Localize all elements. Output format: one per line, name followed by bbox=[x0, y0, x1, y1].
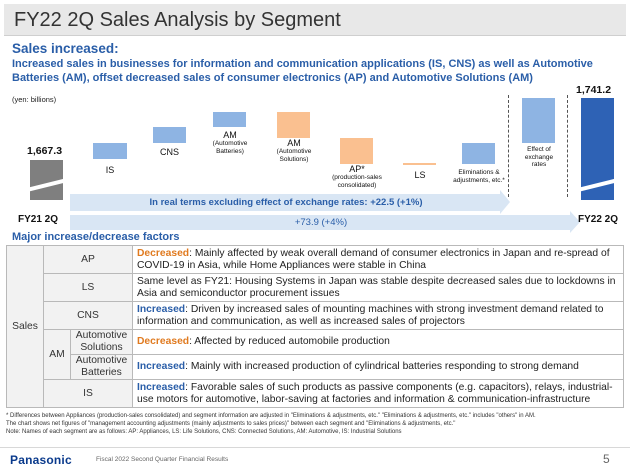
end-period-label: FY22 2Q bbox=[578, 214, 619, 225]
step-label-ap: AP* (production-sales consolidated) bbox=[332, 164, 382, 189]
description-text: Same level as FY21: Housing Systems in J… bbox=[137, 275, 616, 299]
step-bar-exchange bbox=[522, 98, 555, 143]
real-terms-text: In real terms excluding effect of exchan… bbox=[149, 197, 423, 208]
description-cell: Increased: Driven by increased sales of … bbox=[132, 301, 624, 330]
start-value: 1,667.3 bbox=[27, 145, 63, 157]
table-row: Automotive Batteries Increased: Mainly w… bbox=[7, 354, 624, 380]
table-row: IS Increased: Favorable sales of such pr… bbox=[7, 379, 624, 408]
description-cell: Decreased: Mainly affected by weak overa… bbox=[132, 245, 624, 274]
step-label-eliminations: Eliminations & adjustments, etc.* bbox=[453, 169, 505, 184]
end-value: 1,741.2 bbox=[576, 84, 612, 96]
factors-heading: Major increase/decrease factors bbox=[12, 231, 180, 243]
segment-cell: Automotive Batteries bbox=[70, 354, 133, 380]
slide-title: FY22 2Q Sales Analysis by Segment bbox=[14, 9, 341, 31]
total-change-arrow-head bbox=[570, 211, 580, 233]
footer-text: Fiscal 2022 Second Quarter Financial Res… bbox=[96, 456, 229, 463]
group-label: Sales bbox=[6, 245, 44, 408]
description-text: : Favorable sales of such products as pa… bbox=[137, 381, 613, 405]
segment-cell: AP bbox=[43, 245, 133, 274]
keyword: Increased bbox=[137, 303, 186, 315]
unit-label: (yen: billions) bbox=[12, 95, 57, 104]
total-change-text: +73.9 (+4%) bbox=[294, 217, 348, 228]
description-text: : Driven by increased sales of mounting … bbox=[137, 303, 604, 327]
footnote: Note: Names of each segment are as follo… bbox=[6, 429, 402, 435]
footnote: The chart shows net figures of "manageme… bbox=[6, 421, 456, 427]
step-label-am-solutions: AM (Automotive Solutions) bbox=[276, 138, 312, 163]
description-text: : Mainly affected by weak overall demand… bbox=[137, 247, 610, 271]
page-number: 5 bbox=[603, 452, 610, 466]
step-label-is: IS bbox=[105, 165, 115, 175]
real-terms-arrow bbox=[70, 194, 502, 211]
real-terms-arrow-head bbox=[500, 190, 510, 214]
segment-cell: CNS bbox=[43, 301, 133, 330]
step-label-am-batteries: AM (Automotive Batteries) bbox=[212, 130, 248, 155]
keyword: Decreased bbox=[137, 247, 190, 259]
description-text: : Mainly with increased production of cy… bbox=[185, 361, 579, 372]
step-label-cns: CNS bbox=[159, 147, 179, 157]
factors-table: Sales AP Decreased: Mainly affected by w… bbox=[6, 245, 624, 408]
segment-cell: IS bbox=[43, 379, 133, 408]
footnotes: * Differences between Appliances (produc… bbox=[6, 412, 626, 436]
footnote: * Differences between Appliances (produc… bbox=[6, 413, 536, 419]
step-bar-is bbox=[93, 143, 127, 159]
step-label-ls: LS bbox=[414, 170, 426, 180]
footer-divider bbox=[0, 447, 630, 448]
panasonic-logo: Panasonic bbox=[10, 453, 72, 467]
am-group-label: AM bbox=[43, 329, 71, 380]
waterfall-chart: 1,667.3 IS CNS AM (Automotive Batteries) … bbox=[0, 0, 630, 233]
table-row: AM Automotive Solutions Decreased: Affec… bbox=[7, 329, 624, 380]
segment-cell: LS bbox=[43, 273, 133, 302]
title-bar: FY22 2Q Sales Analysis by Segment bbox=[4, 4, 626, 36]
step-bar-ap bbox=[340, 138, 373, 164]
description-cell: Increased: Mainly with increased product… bbox=[132, 354, 624, 380]
total-change-arrow bbox=[70, 215, 572, 230]
step-bar-cns bbox=[153, 127, 186, 143]
step-bar-eliminations bbox=[462, 143, 495, 164]
description-cell: Increased: Favorable sales of such produ… bbox=[132, 379, 624, 408]
subline: Increased sales in businesses for inform… bbox=[12, 58, 593, 84]
keyword: Increased bbox=[137, 361, 186, 372]
description-cell: Same level as FY21: Housing Systems in J… bbox=[132, 273, 624, 302]
table-row: Sales AP Decreased: Mainly affected by w… bbox=[6, 245, 624, 408]
description-text: : Affected by reduced automobile product… bbox=[189, 336, 390, 347]
start-period-label: FY21 2Q bbox=[18, 214, 59, 225]
step-bar-am-solutions bbox=[277, 112, 310, 138]
step-bar-ls bbox=[403, 163, 436, 165]
exchange-dashed-frame bbox=[508, 95, 568, 197]
table-row: LS Same level as FY21: Housing Systems i… bbox=[7, 273, 624, 302]
table-row: CNS Increased: Driven by increased sales… bbox=[7, 301, 624, 330]
step-label-exchange: Effect of exchange rates bbox=[524, 146, 554, 168]
keyword: Decreased bbox=[137, 336, 190, 347]
description-cell: Decreased: Affected by reduced automobil… bbox=[132, 329, 624, 355]
step-bar-am-batteries bbox=[213, 112, 246, 127]
segment-cell: Automotive Solutions bbox=[70, 329, 133, 355]
keyword: Increased bbox=[137, 381, 186, 393]
headline: Sales increased: bbox=[12, 41, 119, 56]
